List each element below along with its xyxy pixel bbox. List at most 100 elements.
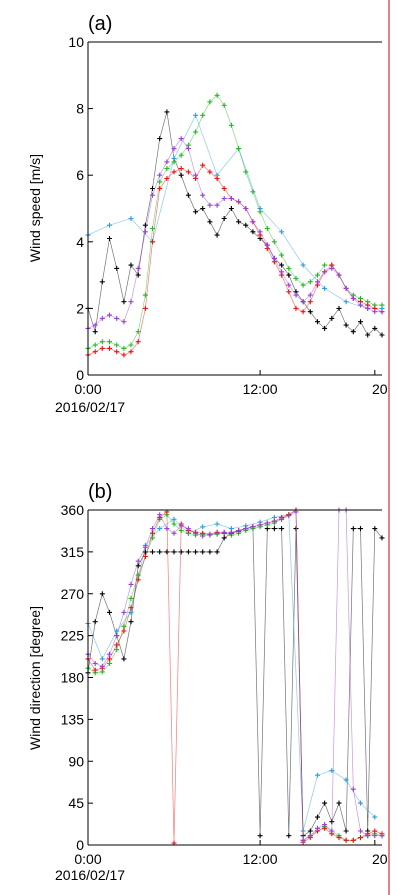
panel-a-series-2-point (228, 122, 234, 128)
panel-b-series-4-point (358, 828, 363, 834)
panel-a-series-2-point (214, 92, 220, 98)
panel-a-series-0-point (350, 329, 356, 335)
panel-a-series-2-point (200, 112, 206, 118)
panel-a-series-2-point (279, 252, 285, 258)
panel-b-xtick-label: 0:00 (74, 851, 101, 867)
panel-b-series-1-point (372, 814, 378, 820)
panel-a-series-4-point (142, 229, 148, 235)
panel-b-series-1-line (87, 514, 376, 832)
panel-b-series-3-point (135, 577, 141, 583)
panel-b-series-0-point (279, 526, 285, 532)
panel-b-series-4-point (221, 529, 227, 535)
panel-a-series-4-point (178, 136, 184, 142)
panel-a-series-2-point (171, 159, 177, 165)
panel-b-series-4-point (99, 663, 105, 669)
panel-b-series-4-point (228, 529, 234, 535)
panel-a-series-0-point (279, 262, 285, 268)
panel-b-series-0-point (193, 549, 199, 555)
panel-b-series-1-point (157, 526, 163, 532)
panel-a-series-3-point (135, 339, 141, 345)
panel-a-series-4-point (243, 206, 249, 211)
panel-a-series-2-point (250, 189, 256, 195)
panel-a-series-0-point (228, 206, 234, 211)
panel-a-series-2-point (379, 302, 385, 308)
panel-b-series-2-point (107, 661, 112, 666)
panel-a-series-3-point (185, 169, 191, 175)
panel-a-series-4-point (221, 196, 227, 201)
panel-a-plot-area (85, 92, 385, 358)
panel-a-series-2-point (178, 152, 184, 158)
panel-a-series-4-point (228, 196, 234, 201)
panel-b-series-2-line (87, 509, 383, 841)
panel-a-series-4-point (322, 269, 328, 275)
panel-b-series-4-point (207, 531, 213, 537)
panel-b-series-0-point (257, 833, 263, 839)
panel-b-series-0-point (128, 619, 134, 625)
panel-b-xtick-label: 12:00 (243, 851, 278, 867)
panel-a-series-0-point (200, 206, 206, 211)
panel-a-series-2-point (157, 179, 163, 185)
panel-a-series-2-point (315, 272, 320, 278)
panel-b-series-4-point (257, 522, 263, 528)
panel-a-series-3-point (142, 305, 148, 311)
panel-a-series-3-point (221, 186, 227, 191)
panel-a-series-3-point (207, 169, 213, 175)
panel-b-ytick-label: 45 (68, 795, 84, 811)
panel-b-series-4-point (322, 822, 328, 827)
panel-a-series-3-point (214, 176, 220, 181)
panel-a-series-0-point (343, 322, 349, 328)
panel-a-series-3-point (92, 349, 98, 355)
panel-b-series-3-point (128, 605, 134, 611)
panel-b-series-0-point (358, 526, 363, 532)
panel-b-xtick-label: 20 (372, 851, 388, 867)
panel-b-series-4-point (135, 558, 141, 564)
panel-b-series-4-point (128, 581, 134, 587)
panel-b-series-0-point (343, 828, 349, 834)
panel-b-series-0-point (200, 549, 206, 555)
panel-a-series-3-point (178, 166, 184, 171)
panel-b-series-4-point (214, 530, 220, 536)
panel-b-series-4-point (121, 609, 127, 615)
panel-a-series-0-point (207, 219, 213, 225)
panel-a-series-4-point (257, 229, 263, 235)
panel-b-series-3-point (336, 835, 342, 841)
panel-a-series-3-point (99, 345, 105, 351)
panel-a-series-2-point (264, 226, 270, 231)
panel-a-series-4-point (107, 312, 112, 318)
panel-b-series-0-point (121, 656, 127, 662)
panel-b-series-3-point (358, 835, 363, 841)
panel-a-series-4-point (128, 299, 134, 305)
panel-b-series-0-point (379, 535, 385, 541)
panel-a-series-3-point (107, 345, 112, 351)
panel-b-series-4-point (157, 512, 163, 518)
panel-a-series-0-point (336, 305, 342, 311)
panel-b-series-4-point (315, 825, 320, 831)
panel-a-ytick-label: 2 (76, 300, 84, 316)
panel-a-series-0-point (365, 332, 371, 338)
panel-b-series-4-point (271, 518, 277, 524)
panel-a-series-4-point (236, 199, 242, 205)
panel-b-series-4-point (279, 516, 285, 522)
panel-b-series-4-point (150, 526, 155, 532)
panel-b-series-2-point (114, 647, 120, 653)
panel-b-ylabel: Wind direction [degree] (27, 606, 43, 750)
panel-b-series-0-point (221, 535, 227, 541)
panel-a-series-2-point (293, 275, 299, 281)
panel-b-series-3-point (107, 656, 112, 662)
panel-a-series-0-point (329, 315, 335, 321)
panel-a-series-0-point (107, 236, 112, 241)
panel-a-series-4-point (350, 295, 356, 301)
panel-b-series-3-point (350, 837, 356, 843)
panel-b-series-3-point (114, 642, 120, 648)
panel-a-series-4-point (250, 219, 256, 225)
panel-a-series-1-point (343, 299, 349, 305)
panel-a-series-4-point (329, 265, 335, 271)
panel-b-series-4-point (185, 526, 191, 532)
panel-a-series-2-point (193, 129, 199, 135)
panel-b-series-3-point (121, 628, 127, 634)
panel-a-series-2-point (164, 166, 170, 171)
panel-a-series-4-point (207, 202, 213, 208)
panel-b-series-1-point (99, 656, 105, 662)
panel-b-series-4-point (365, 833, 371, 839)
panel-a-series-4-point (343, 285, 349, 291)
